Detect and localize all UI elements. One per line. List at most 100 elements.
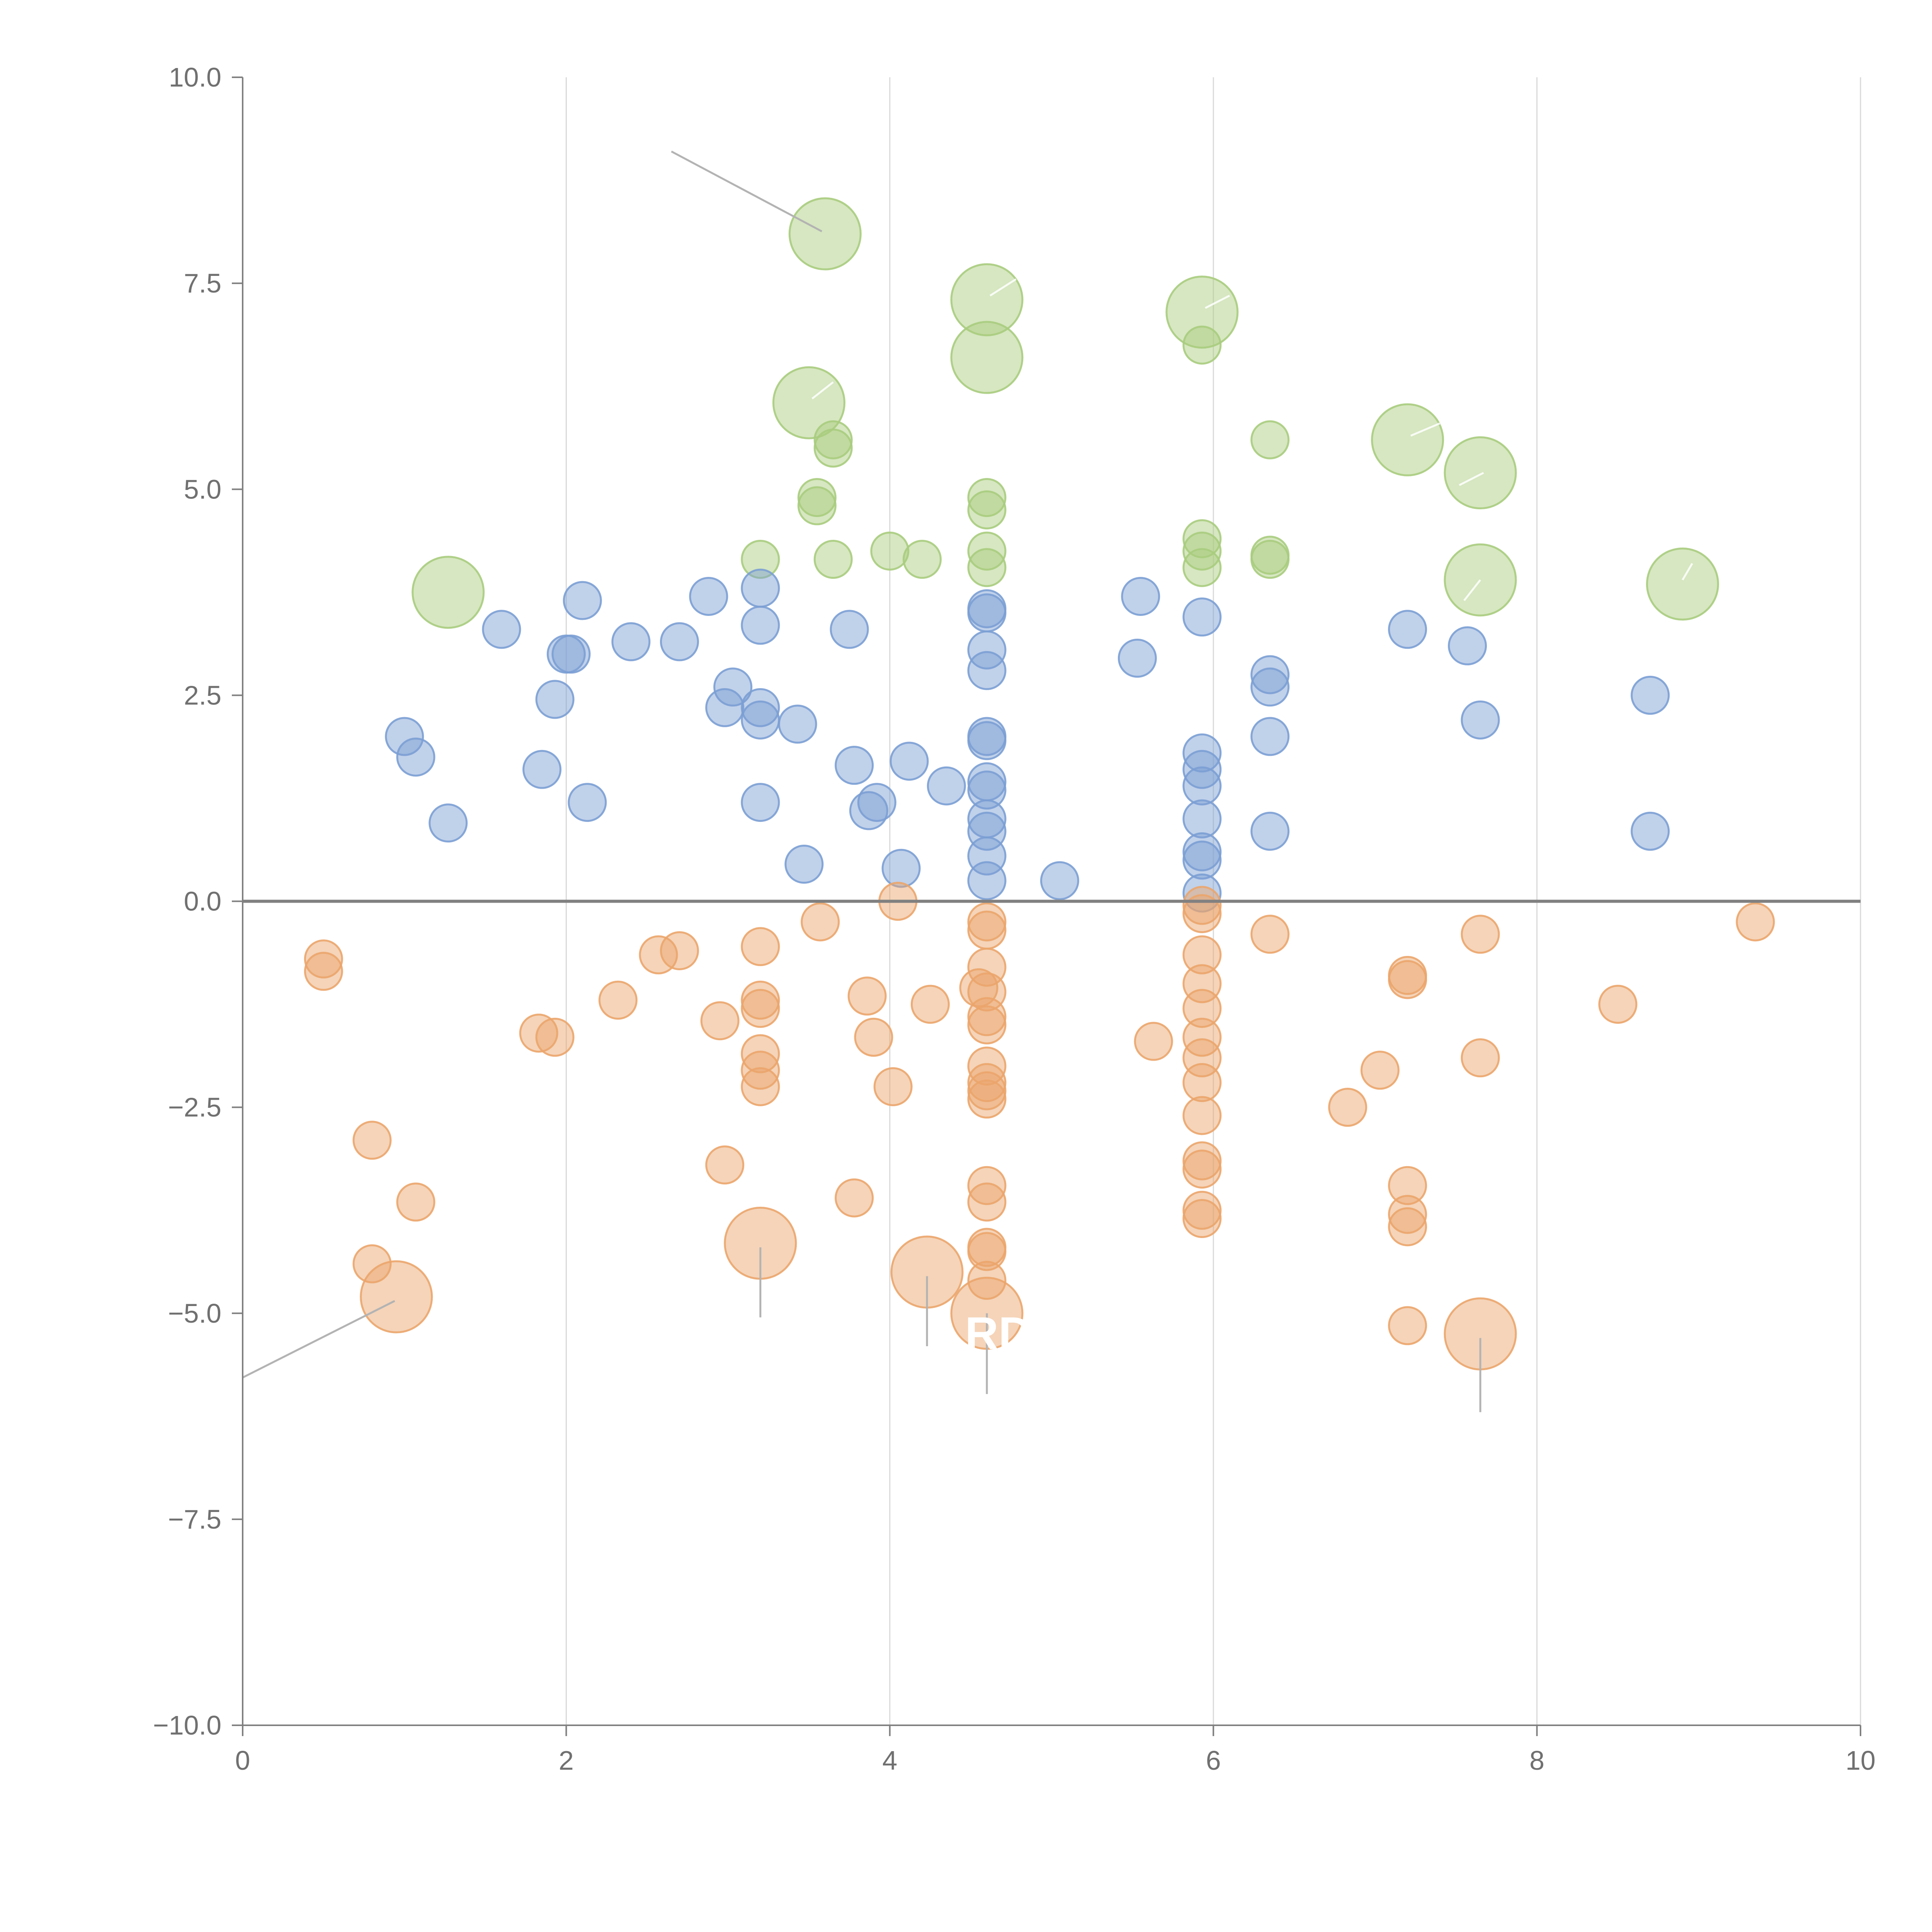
green-bubble (950, 263, 1024, 337)
y-tick-label: −5.0 (168, 1298, 221, 1328)
orange-bubble (967, 1063, 1007, 1102)
x-tick-label: 6 (1206, 1745, 1221, 1776)
blue-bubble (849, 791, 888, 830)
blue-bubble (741, 700, 780, 740)
blue-bubble (1182, 840, 1222, 880)
blue-bubble (881, 849, 921, 888)
blue-bubble (778, 704, 817, 744)
orange-bubble (304, 952, 343, 991)
green-bubble (813, 429, 853, 468)
orange-bubble (535, 1017, 575, 1057)
orange-bubble (1182, 1199, 1222, 1238)
x-tick-label: 10 (1845, 1745, 1876, 1776)
green-bubble (1371, 403, 1444, 476)
orange-bubble (705, 1145, 745, 1185)
green-bubble (788, 197, 862, 270)
orange-bubble (1461, 1038, 1500, 1078)
blue-bubble (967, 861, 1007, 900)
blue-bubble (705, 688, 745, 727)
orange-bubble (967, 1232, 1007, 1271)
orange-bubble (741, 927, 780, 966)
leader-line (811, 381, 834, 400)
leader-line (1205, 294, 1230, 309)
orange-bubble (873, 1067, 913, 1106)
orange-bubble (352, 1244, 392, 1284)
y-tick-label: −10.0 (153, 1710, 221, 1740)
orange-bubble (700, 1001, 740, 1041)
blue-bubble (741, 688, 780, 727)
green-bubble (967, 548, 1007, 587)
blue-bubble (967, 593, 1007, 633)
blue-bubble (1461, 700, 1500, 740)
blue-bubble (396, 737, 435, 777)
blue-bubble (1250, 811, 1290, 851)
orange-bubble (741, 1034, 780, 1073)
orange-bubble (1182, 894, 1222, 933)
blue-bubble (1182, 832, 1222, 872)
orange-bubble (741, 1051, 780, 1090)
green-bubble (813, 540, 853, 579)
blue-bubble (1250, 717, 1290, 756)
blue-bubble (889, 742, 929, 781)
orange-bubble (1328, 1088, 1367, 1127)
x-tick-label: 2 (559, 1745, 574, 1776)
orange-bubble (967, 1260, 1007, 1300)
orange-bubble (801, 902, 840, 942)
blue-bubble (1182, 733, 1222, 773)
orange-bubble (598, 980, 638, 1020)
green-bubble (967, 478, 1007, 517)
blue-bubble (857, 783, 896, 822)
green-bubble (797, 478, 837, 517)
orange-bubble (910, 985, 950, 1024)
green-bubble (772, 366, 845, 439)
blue-bubble (1182, 597, 1222, 637)
orange-bubble (741, 980, 780, 1020)
y-tick-label: 0.0 (184, 886, 221, 917)
blue-bubble (568, 783, 607, 822)
blue-bubble (967, 651, 1007, 690)
green-bubble (967, 490, 1007, 530)
blue-bubble (967, 630, 1007, 670)
orange-bubble (967, 997, 1007, 1036)
blue-bubble (660, 622, 699, 662)
orange-bubble (741, 1067, 780, 1106)
blue-bubble (563, 581, 602, 620)
green-bubble (1182, 519, 1222, 558)
orange-bubble (1250, 915, 1290, 954)
orange-bubble (967, 902, 1007, 942)
orange-bubble (1182, 886, 1222, 925)
blue-bubble (1631, 675, 1670, 715)
leader-line (990, 278, 1017, 297)
blue-bubble (1250, 655, 1290, 694)
leader-line (1463, 579, 1481, 601)
y-tick-label: 5.0 (184, 474, 221, 504)
orange-bubble (854, 1017, 893, 1057)
orange-bubble (660, 931, 699, 970)
orange-bubble (1182, 1017, 1222, 1057)
orange-bubble (1182, 1190, 1222, 1230)
green-bubble (950, 321, 1024, 394)
orange-bubble (1598, 985, 1638, 1024)
orange-bubble (519, 1014, 558, 1053)
orange-bubble (1388, 1166, 1427, 1205)
x-tick-label: 0 (235, 1745, 250, 1776)
y-tick-label: 2.5 (184, 680, 221, 710)
blue-bubble (927, 766, 966, 806)
blue-bubble (1121, 577, 1160, 616)
y-tick-label: 7.5 (184, 268, 221, 298)
green-bubble (1182, 548, 1222, 587)
leader-line (1459, 472, 1484, 486)
blue-bubble (713, 667, 753, 707)
annotation-label: RD (965, 1308, 1032, 1359)
leader-line (1410, 422, 1440, 437)
green-bubble (1250, 540, 1290, 579)
blue-bubble (967, 770, 1007, 810)
leader-line (1682, 563, 1693, 581)
x-tick-label: 8 (1529, 1745, 1544, 1776)
blue-bubble (611, 622, 651, 662)
green-bubble (1165, 276, 1239, 349)
orange-bubble (835, 1178, 874, 1218)
blue-bubble (830, 610, 869, 649)
green-bubble (903, 540, 942, 579)
blue-bubble (1182, 799, 1222, 838)
